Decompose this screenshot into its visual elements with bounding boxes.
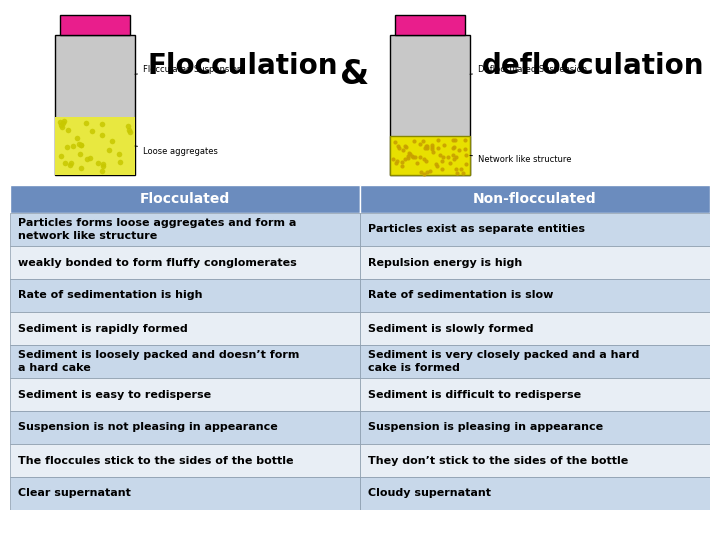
Bar (10, 185, 360, 213)
Bar (390, 136, 470, 175)
Bar (360, 246, 710, 279)
Bar (10, 411, 360, 444)
Bar (10, 213, 360, 246)
Text: Sediment is rapidly formed: Sediment is rapidly formed (19, 323, 188, 334)
Text: Suspension is pleasing in appearance: Suspension is pleasing in appearance (369, 422, 603, 433)
Text: Sediment is easy to redisperse: Sediment is easy to redisperse (19, 389, 212, 400)
Bar (10, 279, 360, 312)
Text: Suspension is not pleasing in appearance: Suspension is not pleasing in appearance (19, 422, 278, 433)
Text: Sediment is slowly formed: Sediment is slowly formed (369, 323, 534, 334)
Bar (10, 312, 360, 345)
Bar (10, 246, 360, 279)
Bar (55, 35, 135, 175)
Text: Flocculated Suspension: Flocculated Suspension (135, 65, 242, 74)
Bar (10, 378, 360, 411)
Text: Flocculated: Flocculated (140, 192, 230, 206)
Text: Network like structure: Network like structure (470, 154, 572, 164)
Text: Particles exist as separate entities: Particles exist as separate entities (369, 225, 585, 234)
Text: Repulsion energy is high: Repulsion energy is high (369, 258, 523, 267)
Bar (395, 15, 465, 35)
Text: Sediment is very closely packed and a hard
cake is formed: Sediment is very closely packed and a ha… (369, 350, 640, 373)
Bar (10, 477, 360, 510)
Bar (10, 345, 360, 378)
Bar (360, 213, 710, 246)
Bar (360, 279, 710, 312)
Bar (360, 411, 710, 444)
Text: Clear supernatant: Clear supernatant (19, 489, 131, 498)
Text: Non-flocculated: Non-flocculated (473, 192, 597, 206)
Text: &: & (341, 58, 369, 91)
Text: They don’t stick to the sides of the bottle: They don’t stick to the sides of the bot… (369, 456, 629, 465)
Text: Cloudy supernatant: Cloudy supernatant (369, 489, 492, 498)
Bar (60, 15, 130, 35)
Bar (360, 477, 710, 510)
Bar (10, 444, 360, 477)
Text: Sediment is difficult to redisperse: Sediment is difficult to redisperse (369, 389, 582, 400)
Bar (390, 35, 470, 175)
Bar (360, 444, 710, 477)
Text: deflocculation: deflocculation (482, 52, 704, 80)
Bar (360, 312, 710, 345)
Bar (360, 185, 710, 213)
Text: Flocculation: Flocculation (147, 52, 338, 80)
Bar (360, 378, 710, 411)
Text: Rate of sedimentation is slow: Rate of sedimentation is slow (369, 291, 554, 300)
Text: Particles forms loose aggregates and form a
network like structure: Particles forms loose aggregates and for… (19, 218, 297, 241)
Text: Sediment is loosely packed and doesn’t form
a hard cake: Sediment is loosely packed and doesn’t f… (19, 350, 300, 373)
Text: Rate of sedimentation is high: Rate of sedimentation is high (19, 291, 203, 300)
Bar (360, 345, 710, 378)
Text: Loose aggregates: Loose aggregates (135, 146, 218, 156)
Text: Deflocculated Suspension: Deflocculated Suspension (470, 65, 587, 74)
Text: weakly bonded to form fluffy conglomerates: weakly bonded to form fluffy conglomerat… (19, 258, 297, 267)
Text: The floccules stick to the sides of the bottle: The floccules stick to the sides of the … (19, 456, 294, 465)
Bar (55, 117, 135, 175)
